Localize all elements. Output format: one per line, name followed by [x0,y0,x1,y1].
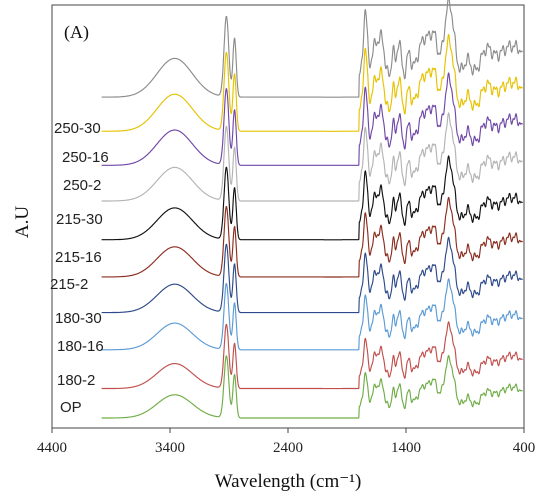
series-line-250-30 [101,0,524,98]
series-line-250-2 [101,72,524,166]
series-line-215-30 [101,112,524,202]
x-axis-title: Wavelength (cm⁻¹) [215,471,362,492]
series-label-250-2: 250-2 [63,177,101,194]
series-line-OP [101,354,523,419]
series-label-OP: OP [60,399,82,416]
x-tick-label: 2400 [273,440,303,456]
series-label-180-30: 180-30 [55,310,102,327]
series-line-180-30 [101,236,523,314]
series-line-215-2 [101,196,523,278]
series-label-250-16: 250-16 [62,149,109,166]
x-tick-label: 3400 [155,440,185,456]
x-tick-label: 1400 [391,440,421,456]
series-label-180-16: 180-16 [57,338,104,355]
x-axis-ticks: 4400 3400 2400 1400 400 [37,428,535,456]
series-label-215-16: 215-16 [55,249,102,266]
series-label-215-30: 215-30 [56,211,103,228]
series-line-215-16 [101,155,523,241]
x-tick-label: 4400 [37,440,67,456]
y-axis-title: A.U [12,206,33,238]
series-label-180-2: 180-2 [57,372,95,389]
series-line-250-16 [101,33,524,132]
series-line-180-2 [101,321,523,390]
series-labels: OP 180-2 180-16 180-30 215-2 215-16 215-30 250-… [50,120,109,416]
x-tick-label: 400 [513,440,536,456]
series-label-250-30: 250-30 [54,120,101,137]
plot-frame [51,4,525,429]
spectra-group [101,0,524,419]
series-label-215-2: 215-2 [50,276,88,293]
series-line-180-16 [101,278,523,351]
panel-label: (A) [64,22,89,43]
